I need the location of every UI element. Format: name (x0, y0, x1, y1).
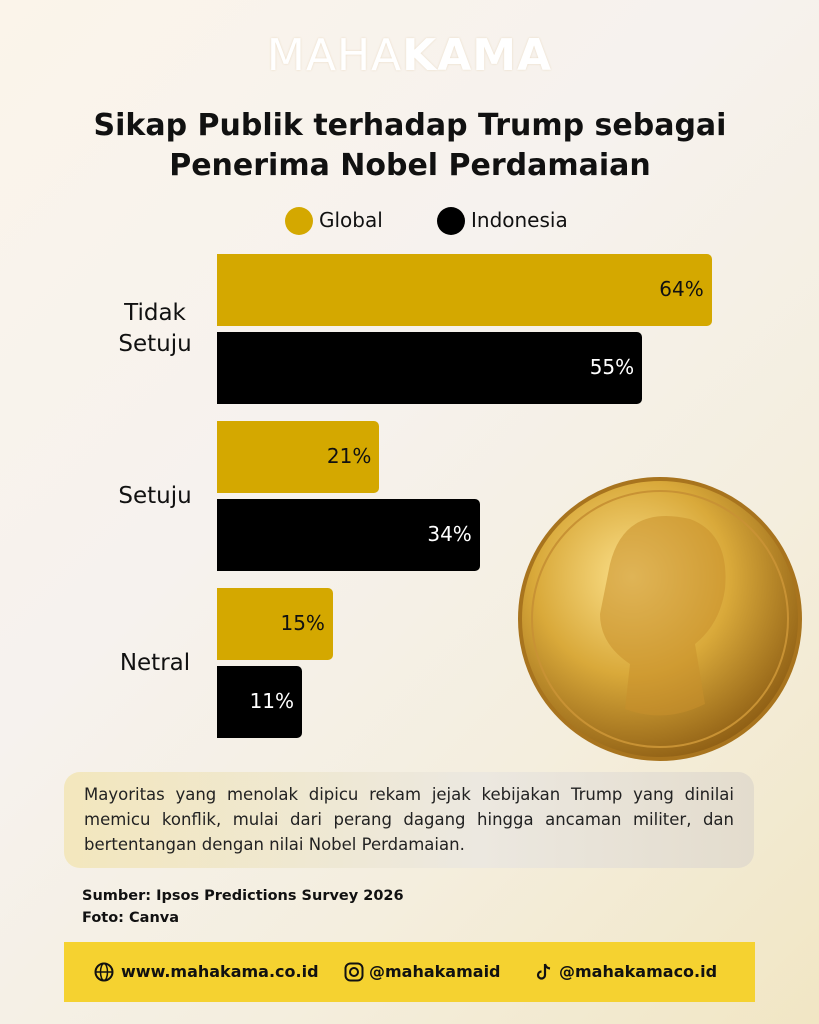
bar (217, 421, 380, 493)
category-label: Setuju (118, 482, 192, 509)
bar (217, 588, 333, 660)
globe-icon (94, 962, 114, 982)
tiktok-icon (536, 963, 551, 980)
tiktok: @mahakamaco.id (559, 962, 718, 981)
instagram: @mahakamaid (369, 962, 501, 981)
legend-label: Global (319, 208, 383, 232)
source: Sumber: Ipsos Predictions Survey 2026 (82, 888, 404, 904)
brand-bold: KAMA (402, 30, 553, 81)
value-label: 21% (326, 444, 372, 468)
bar (217, 332, 643, 404)
chart-title: Sikap Publik terhadap Trump sebagai Pene… (93, 108, 727, 183)
bar (217, 254, 712, 326)
bar (217, 499, 480, 571)
brand: MAHAKAMA (0, 30, 819, 81)
instagram-icon (344, 962, 364, 982)
value-label: 64% (659, 277, 704, 301)
bar (217, 666, 303, 738)
plot: Global Indonesia Tidak Setuju 64% 55% Setuju 2… (118, 207, 712, 738)
value-label: 15% (280, 611, 325, 635)
brand-light: MAHA (266, 30, 403, 81)
website: www.mahakama.co.id (121, 962, 319, 981)
legend-swatch (437, 207, 465, 235)
value-label: 55% (589, 355, 635, 379)
legend-label: Indonesia (471, 208, 568, 232)
value-label: 11% (249, 689, 295, 713)
legend-swatch (285, 207, 313, 235)
note: Mayoritas yang menolak dipicu rekam jeja… (64, 772, 754, 868)
medal-photo (518, 477, 802, 761)
photo-credit: Foto: Canva (82, 910, 180, 926)
category-label: Netral (119, 649, 191, 676)
category-label: Tidak Setuju (118, 300, 192, 357)
value-label: 34% (427, 522, 472, 546)
footer: www.mahakama.co.id @mahakamaid @mahakama… (64, 942, 755, 1002)
